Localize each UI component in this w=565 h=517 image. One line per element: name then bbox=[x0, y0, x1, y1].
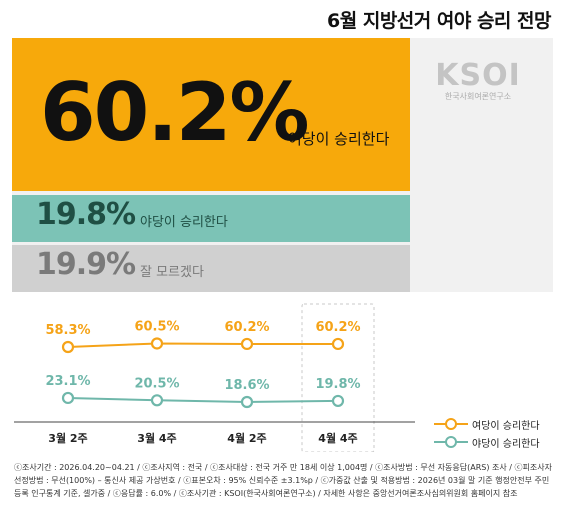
opposition-party-value: 19.8% bbox=[36, 197, 136, 232]
unsure-label: 잘 모르겠다 bbox=[140, 265, 204, 280]
series-1-point-3 bbox=[331, 394, 345, 408]
series-0-point-1 bbox=[150, 337, 164, 350]
series-0-label-2: 60.2% bbox=[224, 320, 269, 335]
ruling-party-value: 60.2% bbox=[40, 66, 310, 159]
series-0-point-2 bbox=[240, 337, 254, 351]
series-1-label-2: 18.6% bbox=[224, 378, 269, 393]
x-tick-label-1: 3월 4주 bbox=[137, 431, 176, 445]
trend-line-chart: 58.3% 60.5% 60.2% 60.2% 23.1% 20.5% 18.6% 19.8%… bbox=[14, 303, 415, 452]
legend-swatch-opposition bbox=[434, 435, 468, 449]
opposition-party-bar: 19.8% 야당이 승리한다 bbox=[12, 195, 410, 242]
logo-subtitle: 한국사회여론연구소 bbox=[444, 92, 512, 101]
legend-label-opposition: 야당이 승리한다 bbox=[472, 438, 540, 450]
series-1-point-1 bbox=[150, 394, 164, 407]
survey-footnote: ⓒ조사기간 : 2026.04.20~04.21 / ⓒ조사지역 : 전국 / … bbox=[14, 463, 552, 498]
series-0-point-3 bbox=[331, 337, 345, 351]
legend-item-opposition: 야당이 승리한다 bbox=[434, 433, 540, 451]
series-line-0 bbox=[67, 342, 338, 348]
ruling-party-label: 여당이 승리한다 bbox=[288, 130, 390, 148]
x-tick-label-0: 3월 2주 bbox=[48, 431, 87, 445]
series-0-label-0: 58.3% bbox=[45, 323, 90, 338]
series-1-label-3: 19.8% bbox=[315, 377, 360, 392]
series-line-1 bbox=[67, 396, 339, 404]
x-tick-label-2: 4월 2주 bbox=[227, 431, 266, 445]
chart-legend: 여당이 승리한다 야당이 승리한다 bbox=[434, 415, 540, 451]
series-1-label-1: 20.5% bbox=[134, 376, 179, 391]
series-0-label-1: 60.5% bbox=[134, 319, 179, 334]
x-tick-label-3: 4월 4주 bbox=[318, 431, 357, 445]
page-title: 6월 지방선거 여야 승리 전망 bbox=[327, 10, 551, 32]
summary-panel: KSOI 한국사회여론연구소 60.2% 여당이 승리한다 19.8% 야당이 … bbox=[12, 38, 553, 292]
ksoi-logo: KSOI 한국사회여론연구소 bbox=[413, 58, 543, 102]
unsure-value: 19.9% bbox=[36, 247, 136, 282]
ruling-party-bar: 60.2% 여당이 승리한다 bbox=[12, 38, 410, 191]
series-1-point-0 bbox=[61, 391, 75, 405]
legend-item-ruling: 여당이 승리한다 bbox=[434, 415, 540, 433]
unsure-bar: 19.9% 잘 모르겠다 bbox=[12, 245, 410, 292]
legend-label-ruling: 여당이 승리한다 bbox=[472, 420, 540, 432]
series-1-point-2 bbox=[240, 395, 254, 409]
opposition-party-label: 야당이 승리한다 bbox=[140, 215, 228, 230]
series-1-label-0: 23.1% bbox=[45, 374, 90, 389]
series-0-point-0 bbox=[61, 340, 75, 354]
series-0-label-3: 60.2% bbox=[315, 320, 360, 335]
logo-mark: KSOI bbox=[435, 58, 521, 93]
legend-swatch-ruling bbox=[434, 417, 468, 431]
highlight-box bbox=[301, 303, 375, 452]
